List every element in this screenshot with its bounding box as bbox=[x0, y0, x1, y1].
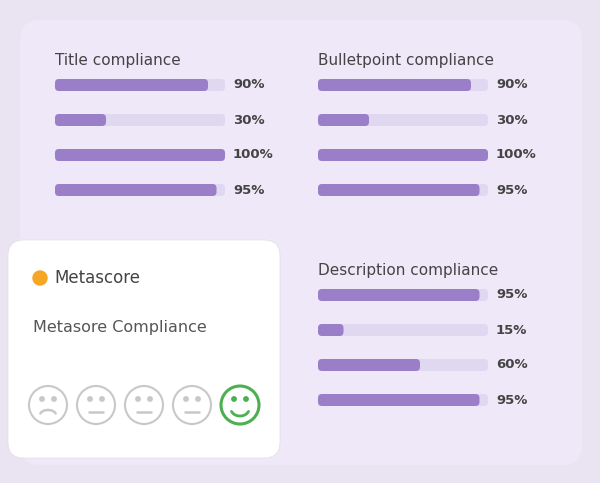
FancyBboxPatch shape bbox=[318, 149, 488, 161]
Text: 90%: 90% bbox=[496, 79, 527, 91]
Text: 90%: 90% bbox=[233, 79, 265, 91]
FancyBboxPatch shape bbox=[20, 20, 582, 465]
Circle shape bbox=[148, 397, 152, 401]
Circle shape bbox=[136, 397, 140, 401]
Circle shape bbox=[77, 386, 115, 424]
FancyBboxPatch shape bbox=[8, 240, 280, 458]
Circle shape bbox=[125, 386, 163, 424]
Circle shape bbox=[100, 397, 104, 401]
FancyBboxPatch shape bbox=[318, 184, 479, 196]
Text: 95%: 95% bbox=[496, 288, 527, 301]
Text: Description compliance: Description compliance bbox=[318, 264, 498, 279]
Text: 15%: 15% bbox=[496, 324, 527, 337]
Text: 30%: 30% bbox=[496, 114, 527, 127]
Circle shape bbox=[232, 397, 236, 401]
FancyBboxPatch shape bbox=[318, 324, 488, 336]
Circle shape bbox=[221, 386, 259, 424]
Circle shape bbox=[184, 397, 188, 401]
FancyBboxPatch shape bbox=[55, 149, 225, 161]
Text: 95%: 95% bbox=[496, 394, 527, 407]
Text: 60%: 60% bbox=[496, 358, 527, 371]
FancyBboxPatch shape bbox=[318, 394, 488, 406]
Circle shape bbox=[52, 397, 56, 401]
FancyBboxPatch shape bbox=[55, 114, 106, 126]
Text: Metascore: Metascore bbox=[54, 269, 140, 287]
FancyBboxPatch shape bbox=[318, 149, 488, 161]
FancyBboxPatch shape bbox=[318, 359, 488, 371]
FancyBboxPatch shape bbox=[55, 184, 217, 196]
Circle shape bbox=[33, 271, 47, 285]
Circle shape bbox=[173, 386, 211, 424]
Circle shape bbox=[40, 397, 44, 401]
Text: Title compliance: Title compliance bbox=[55, 54, 181, 69]
FancyBboxPatch shape bbox=[318, 289, 479, 301]
Text: Bulletpoint compliance: Bulletpoint compliance bbox=[318, 54, 494, 69]
FancyBboxPatch shape bbox=[318, 79, 471, 91]
FancyBboxPatch shape bbox=[318, 184, 488, 196]
Text: 95%: 95% bbox=[233, 184, 265, 197]
FancyBboxPatch shape bbox=[318, 324, 343, 336]
FancyBboxPatch shape bbox=[318, 289, 488, 301]
FancyBboxPatch shape bbox=[55, 114, 225, 126]
Text: 100%: 100% bbox=[233, 148, 274, 161]
FancyBboxPatch shape bbox=[318, 394, 479, 406]
FancyBboxPatch shape bbox=[55, 79, 225, 91]
FancyBboxPatch shape bbox=[55, 149, 225, 161]
FancyBboxPatch shape bbox=[318, 114, 369, 126]
Circle shape bbox=[244, 397, 248, 401]
Text: 95%: 95% bbox=[496, 184, 527, 197]
FancyBboxPatch shape bbox=[318, 114, 488, 126]
FancyBboxPatch shape bbox=[55, 184, 225, 196]
Text: 100%: 100% bbox=[496, 148, 537, 161]
FancyBboxPatch shape bbox=[318, 79, 488, 91]
Text: Metasore Compliance: Metasore Compliance bbox=[33, 320, 207, 335]
Circle shape bbox=[29, 386, 67, 424]
Circle shape bbox=[88, 397, 92, 401]
FancyBboxPatch shape bbox=[318, 359, 420, 371]
Text: 30%: 30% bbox=[233, 114, 265, 127]
FancyBboxPatch shape bbox=[55, 79, 208, 91]
Circle shape bbox=[196, 397, 200, 401]
